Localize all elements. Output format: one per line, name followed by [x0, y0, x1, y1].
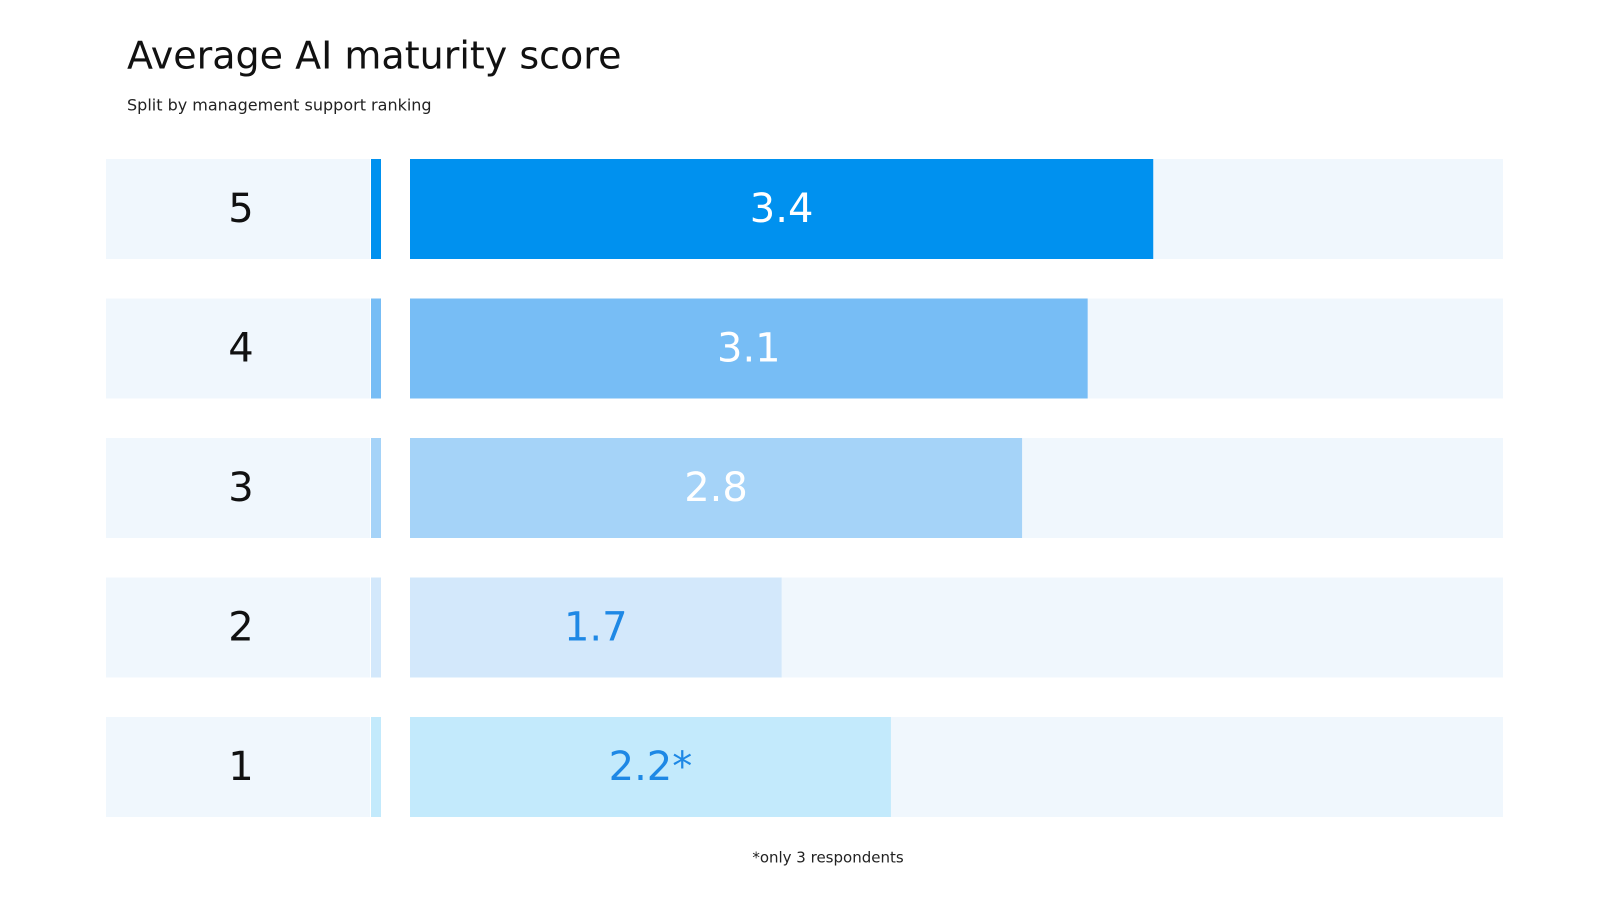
category-stripe	[371, 717, 381, 817]
bar	[410, 717, 891, 817]
chart-title: Average AI maturity score	[127, 34, 621, 78]
bar	[410, 159, 1154, 259]
value-label: 2.2*	[609, 744, 693, 790]
bar	[410, 577, 782, 678]
category-box	[106, 298, 370, 399]
value-label: 3.4	[750, 186, 814, 232]
category-label: 5	[228, 186, 253, 232]
category-stripe	[371, 298, 381, 399]
category-label: 4	[228, 326, 253, 372]
category-box	[106, 159, 370, 259]
category-stripe	[371, 159, 381, 259]
category-label: 2	[228, 605, 253, 651]
category-box	[106, 577, 370, 678]
bar	[410, 298, 1088, 399]
category-box	[106, 438, 370, 538]
footnote: *only 3 respondents	[752, 849, 904, 867]
value-label: 1.7	[564, 605, 628, 651]
value-label: 3.1	[717, 326, 781, 372]
category-stripe	[371, 438, 381, 538]
chart-subtitle: Split by management support ranking	[127, 96, 432, 115]
value-label: 2.8	[684, 465, 748, 511]
category-label: 3	[228, 465, 253, 511]
category-label: 1	[228, 744, 253, 790]
category-box	[106, 717, 370, 817]
bar	[410, 438, 1023, 538]
category-stripe	[371, 577, 381, 678]
